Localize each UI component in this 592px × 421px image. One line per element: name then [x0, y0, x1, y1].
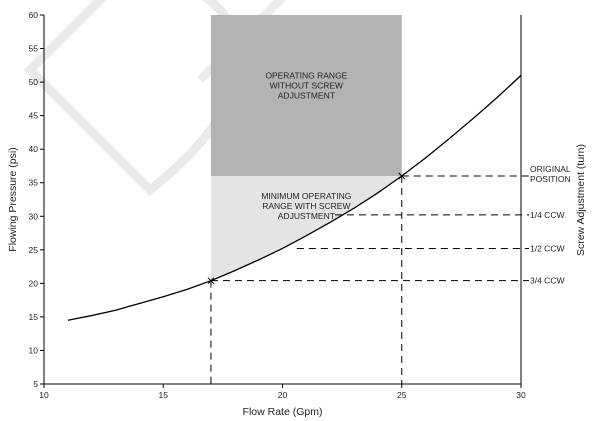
- operating-range-label: OPERATING RANGE: [265, 70, 347, 80]
- curve-marker: [207, 277, 215, 285]
- minimum-operating-range-label: RANGE WITH SCREW: [262, 201, 350, 211]
- pressure-curve-layer: [67, 74, 522, 321]
- y-tick-label: 25: [29, 245, 39, 255]
- marker-stroke: [207, 277, 215, 285]
- x-tick-label: 10: [39, 390, 49, 400]
- right-axis-title: Screw Adjustment (turn): [575, 144, 587, 256]
- pressure-curve: [67, 74, 522, 321]
- x-axis-title: Flow Rate (Gpm): [243, 406, 323, 418]
- marker-stroke: [398, 172, 406, 180]
- y-tick-label: 15: [29, 312, 39, 322]
- screw-adjustment-label: 3/4 CCW: [530, 276, 564, 286]
- y-tick-label: 30: [29, 211, 39, 221]
- screw-adjustment-label: 1/2 CCW: [530, 243, 564, 253]
- operating-regions: [210, 15, 402, 281]
- x-tick-label: 30: [516, 390, 526, 400]
- x-tick-label: 20: [278, 390, 288, 400]
- y-tick-label: 50: [29, 77, 39, 87]
- screw-adjustment-label: 1/4 CCW: [530, 210, 564, 220]
- x-tick-label: 15: [159, 390, 169, 400]
- screw-adjustment-label: POSITION: [530, 174, 571, 184]
- reference-lines: [210, 175, 529, 384]
- y-tick-label: 60: [29, 10, 39, 20]
- y-tick-label: 20: [29, 278, 39, 288]
- operating-range-label: WITHOUT SCREW: [270, 80, 344, 90]
- y-tick-label: 55: [29, 44, 39, 54]
- operating-range-region: [210, 15, 402, 177]
- watermark-letter-d: [23, 0, 246, 197]
- minimum-operating-range-region: [210, 176, 402, 281]
- screw-adjustment-label: ORIGINAL: [530, 164, 571, 174]
- minimum-operating-range-label: MINIMUM OPERATING: [261, 191, 351, 201]
- y-tick-label: 5: [33, 379, 38, 389]
- operating-range-label: ADJUSTMENT: [278, 90, 335, 100]
- y-tick-label: 40: [29, 144, 39, 154]
- y-tick-label: 10: [29, 345, 39, 355]
- y-axis-title: Flowing Pressure (psi): [7, 147, 19, 251]
- minimum-operating-range-label: ADJUSTMENT: [278, 211, 335, 221]
- curve-marker: [398, 172, 406, 180]
- y-tick-label: 45: [29, 111, 39, 121]
- x-tick-label: 25: [397, 390, 407, 400]
- y-tick-label: 35: [29, 178, 39, 188]
